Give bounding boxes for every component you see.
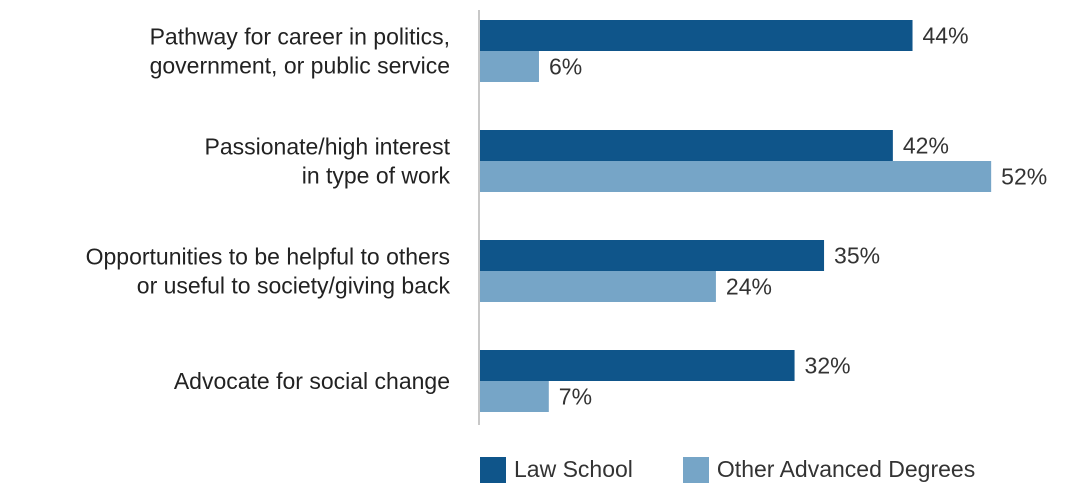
legend-label-other-advanced-degrees: Other Advanced Degrees — [716, 456, 976, 482]
value-label-law-school-1: 44% — [923, 23, 969, 49]
value-label-other-advanced-degrees-1: 6% — [549, 54, 582, 80]
value-label-other-advanced-degrees-3: 24% — [726, 274, 772, 300]
category-label-1-line-2: government, or public service — [150, 53, 450, 79]
bar-other-advanced-degrees-1 — [480, 51, 539, 82]
category-label-2-line-2: in type of work — [302, 163, 451, 189]
category-label-2-line-1: Passionate/high interest — [205, 134, 451, 160]
category-label-3-line-1: Opportunities to be helpful to others — [86, 244, 450, 270]
bar-law-school-3 — [480, 240, 825, 271]
legend-swatch-law-school — [480, 456, 506, 483]
category-label-4-line-1: Advocate for social change — [174, 368, 450, 394]
legend: Law School Other Advanced Degrees — [480, 456, 1025, 483]
bar-law-school-1 — [480, 20, 913, 51]
bars-group: 44% 6% 42% 52% 35% 24% 32% 7% — [480, 20, 1047, 412]
bar-other-advanced-degrees-4 — [480, 381, 549, 412]
category-labels-group: Pathway for career in politics, governmen… — [86, 24, 451, 395]
bar-chart: 44% 6% 42% 52% 35% 24% 32% 7% Pathway for caree… — [86, 10, 1047, 425]
value-label-law-school-4: 32% — [805, 353, 851, 379]
legend-label-law-school: Law School — [514, 456, 633, 482]
legend-item-other-advanced-degrees: Other Advanced Degrees — [682, 456, 976, 483]
value-label-law-school-3: 35% — [834, 243, 880, 269]
value-label-other-advanced-degrees-4: 7% — [559, 384, 592, 410]
bar-other-advanced-degrees-2 — [480, 161, 992, 192]
bar-law-school-4 — [480, 350, 795, 381]
category-label-3-line-2: or useful to society/giving back — [137, 273, 451, 299]
bar-law-school-2 — [480, 130, 893, 161]
value-label-other-advanced-degrees-2: 52% — [1001, 164, 1047, 190]
legend-swatch-other-advanced-degrees — [682, 456, 709, 483]
legend-item-law-school: Law School — [480, 456, 633, 483]
bar-other-advanced-degrees-3 — [480, 271, 716, 302]
category-label-1-line-1: Pathway for career in politics, — [150, 24, 450, 50]
value-label-law-school-2: 42% — [903, 133, 949, 159]
